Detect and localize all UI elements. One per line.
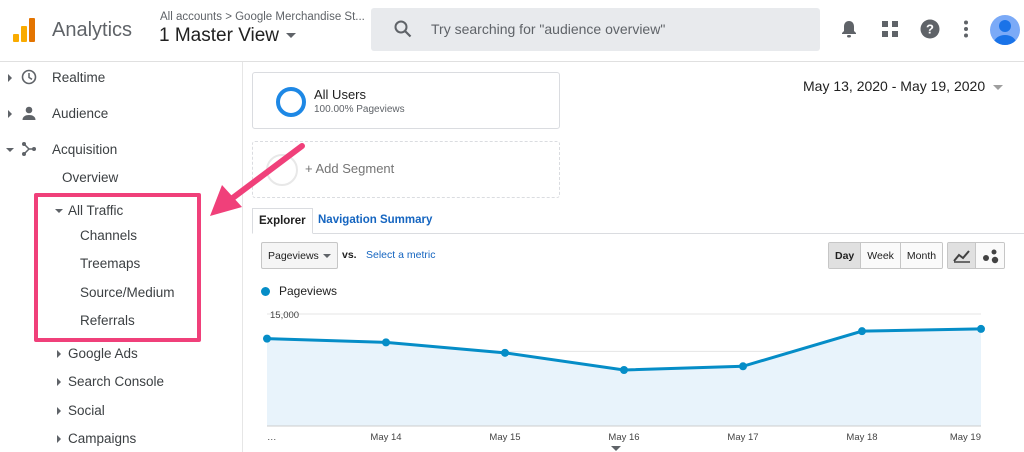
sidebar-item-social[interactable]: Social bbox=[0, 399, 200, 423]
chart-expand-icon[interactable] bbox=[611, 446, 621, 451]
svg-text:?: ? bbox=[926, 22, 934, 37]
help-icon[interactable]: ? bbox=[919, 18, 941, 40]
view-selector[interactable]: 1 Master View bbox=[159, 25, 297, 47]
metric-dropdown[interactable]: Pageviews bbox=[261, 242, 338, 269]
search-bar[interactable] bbox=[371, 8, 820, 51]
expand-arrow-icon bbox=[57, 435, 61, 443]
date-range-label: May 13, 2020 - May 19, 2020 bbox=[803, 78, 986, 94]
y-tick-label: 15,000 bbox=[270, 310, 299, 321]
date-range-picker[interactable]: May 13, 2020 - May 19, 2020 bbox=[803, 78, 1004, 94]
search-input[interactable] bbox=[431, 19, 801, 39]
main-panel: All Users 100.00% Pageviews + Add Segmen… bbox=[242, 62, 1024, 452]
avatar[interactable] bbox=[990, 15, 1020, 45]
account-icon bbox=[993, 20, 1017, 45]
sidebar-label-campaigns: Campaigns bbox=[68, 431, 137, 446]
breadcrumb[interactable]: All accounts > Google Merchandise St... bbox=[160, 11, 365, 23]
sidebar-item-campaigns[interactable]: Campaigns bbox=[0, 427, 200, 451]
sidebar-label-realtime: Realtime bbox=[52, 70, 106, 85]
segment-subtitle: 100.00% Pageviews bbox=[314, 104, 405, 115]
report-tabs: Explorer Navigation Summary bbox=[252, 208, 1024, 234]
sidebar-item-realtime[interactable]: Realtime bbox=[0, 66, 242, 90]
x-tick-label: May 14 bbox=[370, 432, 401, 443]
bubble-chart-icon bbox=[983, 249, 999, 264]
line-chart-icon bbox=[953, 250, 970, 263]
sidebar-label-search-console: Search Console bbox=[68, 374, 165, 389]
acquisition-icon bbox=[22, 142, 36, 156]
app-name: Analytics bbox=[52, 19, 133, 41]
month-button[interactable]: Month bbox=[900, 243, 943, 268]
week-button[interactable]: Week bbox=[861, 243, 901, 268]
x-tick-label: May 15 bbox=[489, 432, 520, 443]
tab-navigation-summary[interactable]: Navigation Summary bbox=[318, 214, 433, 226]
apps-grid-icon[interactable] bbox=[879, 18, 901, 40]
data-point[interactable] bbox=[858, 327, 866, 336]
add-segment-label: + Add Segment bbox=[305, 161, 395, 176]
more-vert-icon[interactable] bbox=[955, 18, 977, 40]
data-point[interactable] bbox=[977, 324, 985, 333]
segment-circle-icon bbox=[276, 87, 306, 117]
legend-label: Pageviews bbox=[279, 284, 338, 298]
collapse-arrow-icon bbox=[55, 209, 63, 213]
data-point[interactable] bbox=[382, 338, 390, 347]
legend-swatch bbox=[261, 287, 270, 296]
view-name: 1 Master View bbox=[159, 25, 280, 46]
collapse-arrow-icon bbox=[6, 148, 14, 152]
data-point[interactable] bbox=[501, 348, 509, 357]
expand-arrow-icon bbox=[57, 407, 61, 415]
x-tick-label: May 17 bbox=[727, 432, 758, 443]
expand-arrow-icon bbox=[57, 350, 61, 358]
sidebar-item-source-medium[interactable]: Source/Medium bbox=[80, 285, 175, 300]
sidebar: Realtime Audience Acquisition Overview A… bbox=[0, 62, 242, 452]
sidebar-item-overview[interactable]: Overview bbox=[62, 170, 119, 185]
x-tick-label: … bbox=[267, 432, 277, 443]
chevron-down-icon bbox=[993, 84, 1004, 90]
granularity-toggle: Day Week Month bbox=[828, 242, 944, 269]
sidebar-item-audience[interactable]: Audience bbox=[0, 102, 242, 126]
vs-label: vs. bbox=[342, 249, 357, 261]
sidebar-item-search-console[interactable]: Search Console bbox=[0, 370, 200, 394]
sidebar-item-google-ads[interactable]: Google Ads bbox=[0, 342, 200, 366]
chart-type-toggle bbox=[947, 242, 1005, 269]
search-icon bbox=[394, 20, 412, 38]
sidebar-label-acquisition: Acquisition bbox=[52, 142, 118, 157]
chevron-down-icon bbox=[286, 33, 297, 39]
expand-arrow-icon bbox=[8, 110, 12, 118]
motion-chart-button[interactable] bbox=[976, 243, 1004, 268]
bell-icon[interactable] bbox=[838, 18, 860, 40]
sidebar-item-all-traffic[interactable]: All Traffic bbox=[0, 199, 200, 223]
data-point[interactable] bbox=[739, 362, 747, 371]
data-point[interactable] bbox=[620, 366, 628, 374]
tab-explorer[interactable]: Explorer bbox=[252, 208, 313, 234]
analytics-logo-icon[interactable] bbox=[10, 16, 38, 44]
top-bar: Analytics All accounts > Google Merchand… bbox=[0, 0, 1024, 62]
highlight-box bbox=[34, 193, 201, 342]
line-chart-button[interactable] bbox=[948, 243, 976, 268]
day-button[interactable]: Day bbox=[829, 243, 862, 268]
x-tick-label: May 18 bbox=[846, 432, 877, 443]
select-metric-link[interactable]: Select a metric bbox=[366, 249, 436, 261]
data-point[interactable] bbox=[263, 334, 271, 343]
sidebar-item-referrals[interactable]: Referrals bbox=[80, 313, 135, 328]
pointer-arrow-icon bbox=[210, 143, 305, 216]
chevron-down-icon bbox=[323, 254, 331, 258]
sidebar-item-treemaps[interactable]: Treemaps bbox=[80, 256, 141, 271]
person-icon bbox=[22, 106, 36, 120]
x-tick-label: May 19 bbox=[950, 432, 981, 443]
sidebar-label-google-ads: Google Ads bbox=[68, 346, 138, 361]
segment-title: All Users bbox=[314, 87, 367, 102]
clock-icon bbox=[21, 69, 37, 85]
metric-dropdown-label: Pageviews bbox=[268, 250, 319, 262]
area-fill bbox=[267, 328, 981, 426]
expand-arrow-icon bbox=[8, 74, 12, 82]
expand-arrow-icon bbox=[57, 378, 61, 386]
sidebar-item-acquisition[interactable]: Acquisition bbox=[0, 138, 242, 162]
sidebar-label-social: Social bbox=[68, 403, 105, 418]
sidebar-label-all-traffic: All Traffic bbox=[68, 203, 124, 218]
segment-card[interactable]: All Users 100.00% Pageviews bbox=[252, 72, 560, 129]
sidebar-label-audience: Audience bbox=[52, 106, 109, 121]
x-tick-label: May 16 bbox=[608, 432, 639, 443]
sidebar-item-channels[interactable]: Channels bbox=[80, 228, 138, 243]
